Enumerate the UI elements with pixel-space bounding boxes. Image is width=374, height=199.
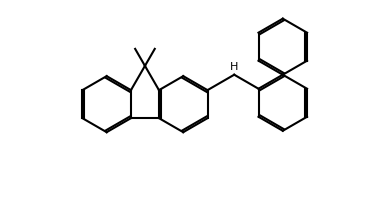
Text: H: H [230, 62, 238, 72]
